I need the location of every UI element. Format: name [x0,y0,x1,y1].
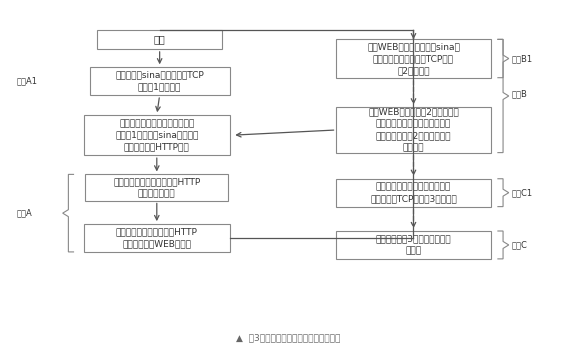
Text: 虚拟WEB服务器（虚拟成sina服
务器）与用户设备建立TCP连接
（2号通道）: 虚拟WEB服务器（虚拟成sina服 务器）与用户设备建立TCP连接 （2号通道） [367,42,460,75]
Text: 用户设备根据重定向信息与认证
服务器建立TCP连接（3号通道）: 用户设备根据重定向信息与认证 服务器建立TCP连接（3号通道） [370,182,457,203]
Bar [336,107,491,153]
Text: 步骤C: 步骤C [511,240,528,250]
Text: 接入服务器底层硬件将该HTTP
报文交给虚拟WEB服务器: 接入服务器底层硬件将该HTTP 报文交给虚拟WEB服务器 [116,228,198,249]
Text: 步骤B1: 步骤B1 [511,54,533,63]
Text: 接入服务器底层硬件接收用户设
备利用1号通道向sina服务器发
送第一个上行HTTP报文: 接入服务器底层硬件接收用户设 备利用1号通道向sina服务器发 送第一个上行HT… [115,119,199,152]
Bar [85,175,228,200]
Bar [336,179,491,207]
Bar [90,67,229,95]
Text: 用户设备与sina服务器建立TCP
连接（1号通道）: 用户设备与sina服务器建立TCP 连接（1号通道） [115,71,204,92]
Text: 步骤B: 步骤B [511,90,528,99]
Text: 步骤C1: 步骤C1 [511,188,533,197]
Text: 虚拟WEB服务器利用2号通道返回
含重定向信息的报文，接入服务
器底层硬件通过2号通道转发给
用户设备: 虚拟WEB服务器利用2号通道返回 含重定向信息的报文，接入服务 器底层硬件通过2… [368,108,459,152]
Bar [336,231,491,259]
Bar [84,115,229,155]
Text: 用户设备利用3号通道访问认证
服务器: 用户设备利用3号通道访问认证 服务器 [376,235,452,255]
Bar [97,30,222,49]
Text: 开始: 开始 [154,34,165,44]
Text: 接入服务器底层硬件判断该HTTP
报文未通过认证: 接入服务器底层硬件判断该HTTP 报文未通过认证 [113,177,200,198]
Bar [336,39,491,78]
Text: 步骤A1: 步骤A1 [17,77,38,86]
Bar [84,224,229,252]
Text: ▲  嘹3涉案专利实际技术实现时的流程图: ▲ 嘹3涉案专利实际技术实现时的流程图 [236,333,340,343]
Text: 步骤A: 步骤A [17,208,33,217]
